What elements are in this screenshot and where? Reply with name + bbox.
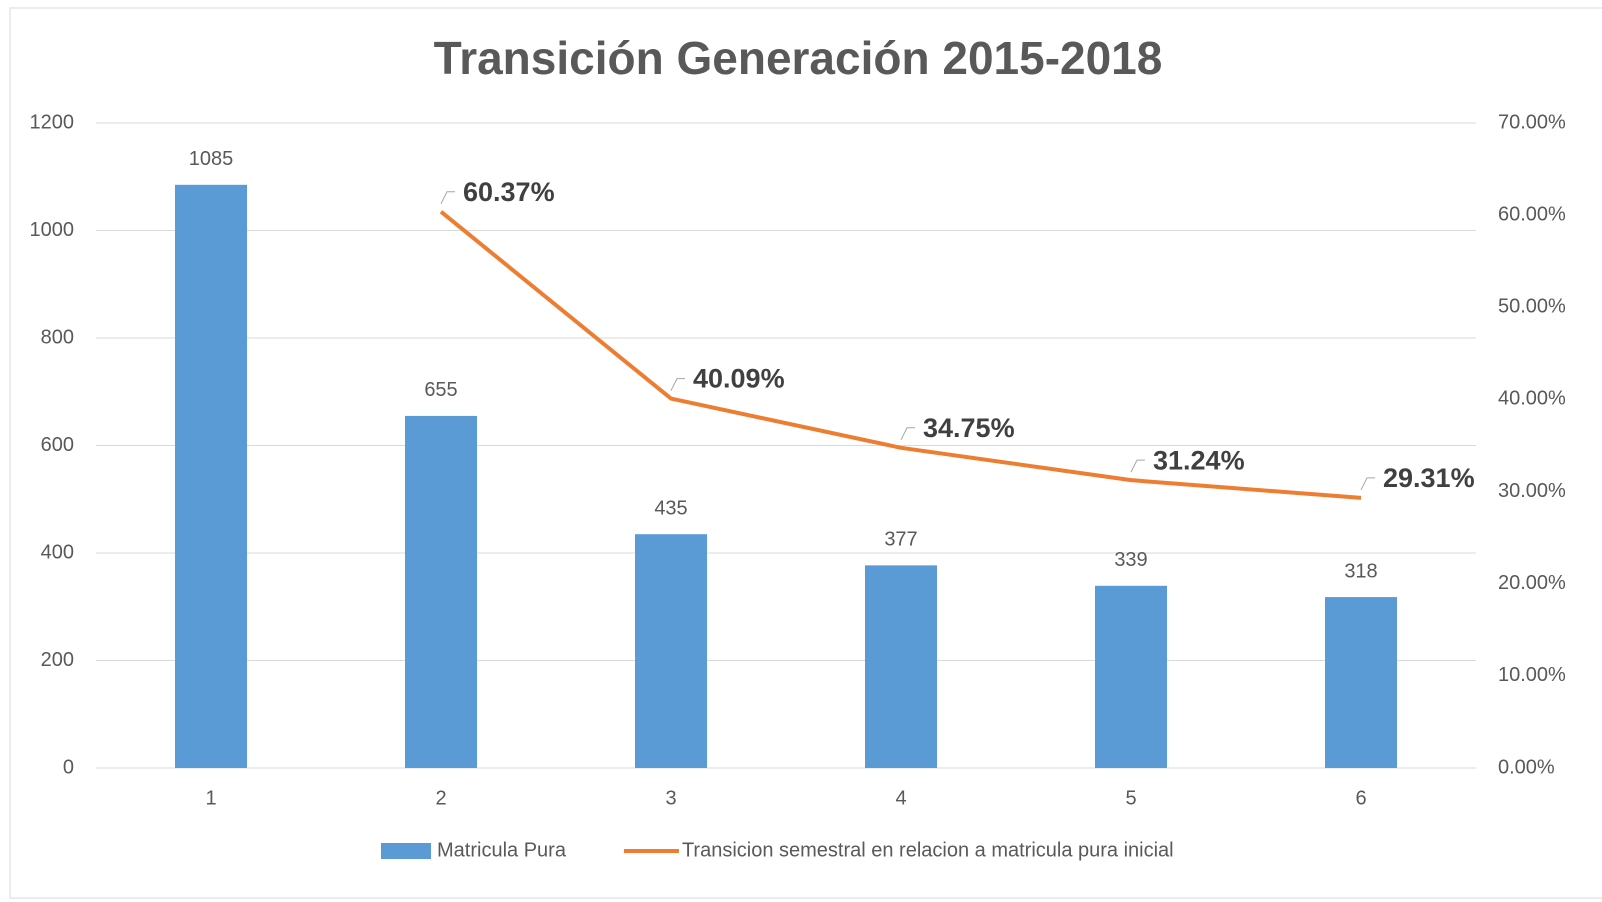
legend-swatch [381,843,431,859]
line-value-label: 60.37% [463,177,555,207]
chart-title: Transición Generación 2015-2018 [434,32,1163,84]
line-value-label: 40.09% [693,364,785,394]
bar [865,565,937,768]
x-tick-label: 1 [205,787,216,809]
leader-line [900,427,915,441]
bar-value-label: 318 [1344,560,1377,582]
y2-tick-label: 60.00% [1498,203,1566,225]
y2-tick-label: 0.00% [1498,756,1555,778]
y2-tick-label: 30.00% [1498,480,1566,502]
y-tick-label: 200 [41,649,74,671]
bar-value-label: 435 [654,497,687,519]
leader-line [1360,477,1375,491]
line-value-label: 29.31% [1383,463,1475,493]
line-value-label: 34.75% [923,413,1015,443]
legend-label: Matricula Pura [437,839,567,861]
x-tick-label: 6 [1355,787,1366,809]
bar [635,534,707,768]
y-tick-label: 0 [63,756,74,778]
bar-value-label: 1085 [189,148,234,170]
bar [175,184,247,768]
bar-value-label: 655 [424,379,457,401]
y2-tick-label: 50.00% [1498,296,1566,318]
bar-value-label: 339 [1114,549,1147,571]
legend-label: Transicion semestral en relacion a matri… [682,839,1174,861]
bar [1325,597,1397,768]
y-tick-label: 400 [41,541,74,563]
x-tick-label: 5 [1125,787,1136,809]
leader-line [670,378,685,391]
x-tick-label: 3 [665,787,676,809]
y-tick-label: 800 [41,326,74,348]
y2-tick-label: 40.00% [1498,388,1566,410]
y-tick-label: 1000 [30,219,75,241]
bar [405,415,477,768]
x-tick-label: 4 [895,787,906,809]
line [439,210,1362,500]
leader-line [440,191,455,204]
y2-tick-label: 20.00% [1498,572,1566,594]
bar [1095,585,1167,768]
x-tick-label: 2 [435,787,446,809]
bar-value-label: 377 [884,529,917,551]
y2-tick-label: 10.00% [1498,664,1566,686]
leader-line [1130,459,1145,473]
y2-tick-label: 70.00% [1498,111,1566,133]
line-value-label: 31.24% [1153,445,1245,475]
y-tick-label: 1200 [30,111,75,133]
y-tick-label: 600 [41,434,74,456]
